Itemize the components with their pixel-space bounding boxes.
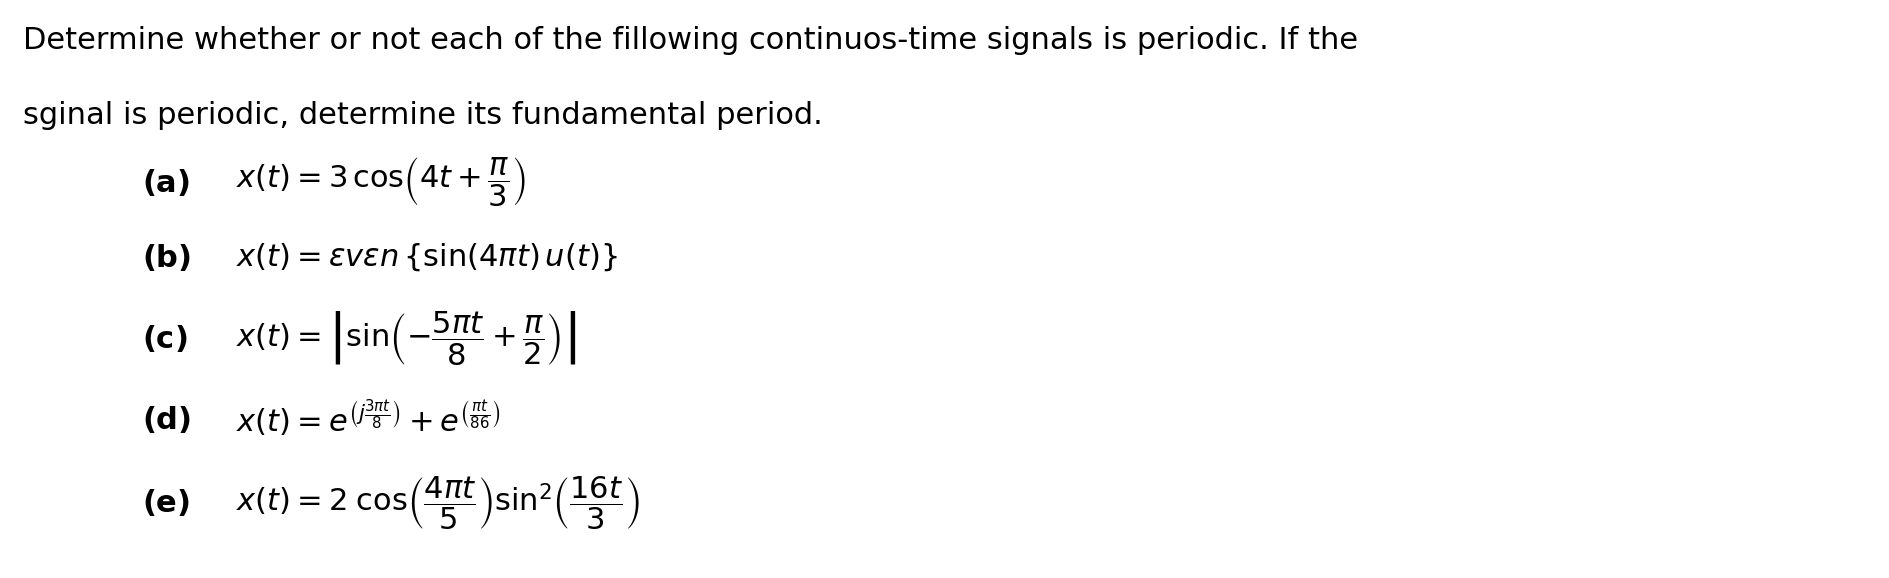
Text: $\mathbf{(c)}$: $\mathbf{(c)}$ [142, 323, 187, 354]
Text: $x(t) = 3\,\cos\!\left(4t + \dfrac{\pi}{3}\right)$: $x(t) = 3\,\cos\!\left(4t + \dfrac{\pi}{… [236, 155, 525, 209]
Text: sginal is periodic, determine its fundamental period.: sginal is periodic, determine its fundam… [23, 101, 822, 130]
Text: Determine whether or not each of the fillowing continuos-time signals is periodi: Determine whether or not each of the fil… [23, 26, 1356, 55]
Text: $\mathbf{(b)}$: $\mathbf{(b)}$ [142, 242, 191, 273]
Text: $\mathbf{(a)}$: $\mathbf{(a)}$ [142, 166, 189, 198]
Text: $x(t) = \varepsilon v\varepsilon n\,\{\sin(4\pi t)\,u(t)\}$: $x(t) = \varepsilon v\varepsilon n\,\{\s… [236, 242, 618, 273]
Text: $\mathbf{(e)}$: $\mathbf{(e)}$ [142, 487, 189, 518]
Text: $x(t) = 2\;\cos\!\left(\dfrac{4\pi t}{5}\right)\sin^2\!\left(\dfrac{16t}{3}\righ: $x(t) = 2\;\cos\!\left(\dfrac{4\pi t}{5}… [236, 474, 640, 532]
Text: $x(t) = e^{\left(j\frac{3\pi t}{8}\right)} + e^{\left(\frac{\pi t}{86}\right)}$: $x(t) = e^{\left(j\frac{3\pi t}{8}\right… [236, 398, 501, 440]
Text: $x(t) = \left|\sin\!\left(-\dfrac{5\pi t}{8} + \dfrac{\pi}{2}\right)\right|$: $x(t) = \left|\sin\!\left(-\dfrac{5\pi t… [236, 309, 576, 367]
Text: $\mathbf{(d)}$: $\mathbf{(d)}$ [142, 403, 191, 435]
